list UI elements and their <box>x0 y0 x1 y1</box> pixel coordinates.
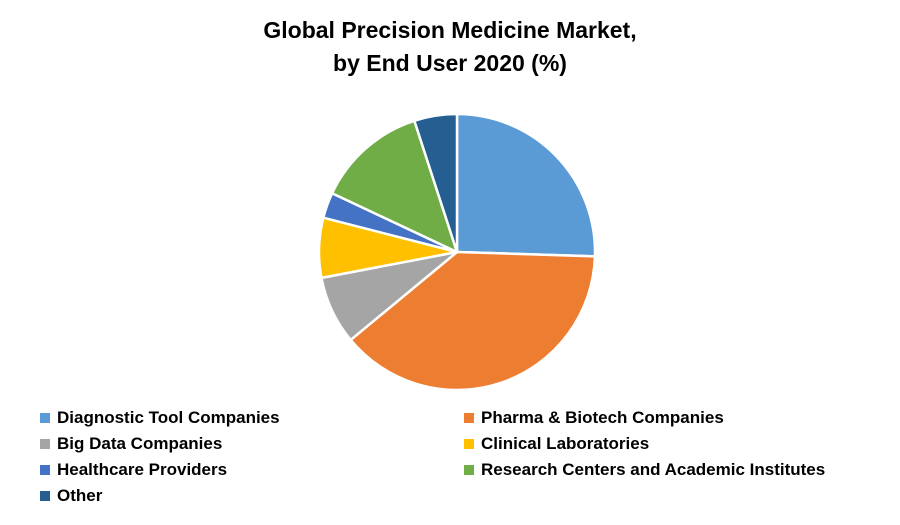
pie-slice-6 <box>413 112 459 254</box>
legend-swatch <box>40 465 50 475</box>
pie-slice-1 <box>349 250 597 392</box>
legend-label: Research Centers and Academic Institutes <box>481 460 826 479</box>
legend-item-5: Research Centers and Academic Institutes <box>464 458 825 482</box>
legend-label: Other <box>57 486 103 505</box>
legend-item-3: Clinical Laboratories <box>464 432 649 456</box>
legend-item-2: Big Data Companies <box>40 432 222 456</box>
pie-chart <box>317 112 597 392</box>
legend-swatch <box>464 465 474 475</box>
legend-item-6: Other <box>40 484 102 508</box>
legend-swatch <box>40 491 50 501</box>
chart-title: Global Precision Medicine Market, by End… <box>0 14 900 80</box>
chart-title-line-2: by End User 2020 (%) <box>333 50 567 76</box>
legend-label: Big Data Companies <box>57 434 223 453</box>
legend-item-1: Pharma & Biotech Companies <box>464 406 724 430</box>
legend-swatch <box>464 413 474 423</box>
legend-label: Diagnostic Tool Companies <box>57 408 280 427</box>
chart-title-line-1: Global Precision Medicine Market, <box>263 17 637 43</box>
legend-item-0: Diagnostic Tool Companies <box>40 406 280 430</box>
pie-slice-5 <box>330 119 459 254</box>
legend-label: Healthcare Providers <box>57 460 228 479</box>
pie-slice-0 <box>455 112 597 258</box>
legend-item-4: Healthcare Providers <box>40 458 227 482</box>
legend-swatch <box>40 413 50 423</box>
legend-swatch <box>40 439 50 449</box>
legend-label: Pharma & Biotech Companies <box>481 408 724 427</box>
legend-label: Clinical Laboratories <box>481 434 650 453</box>
legend-swatch <box>464 439 474 449</box>
